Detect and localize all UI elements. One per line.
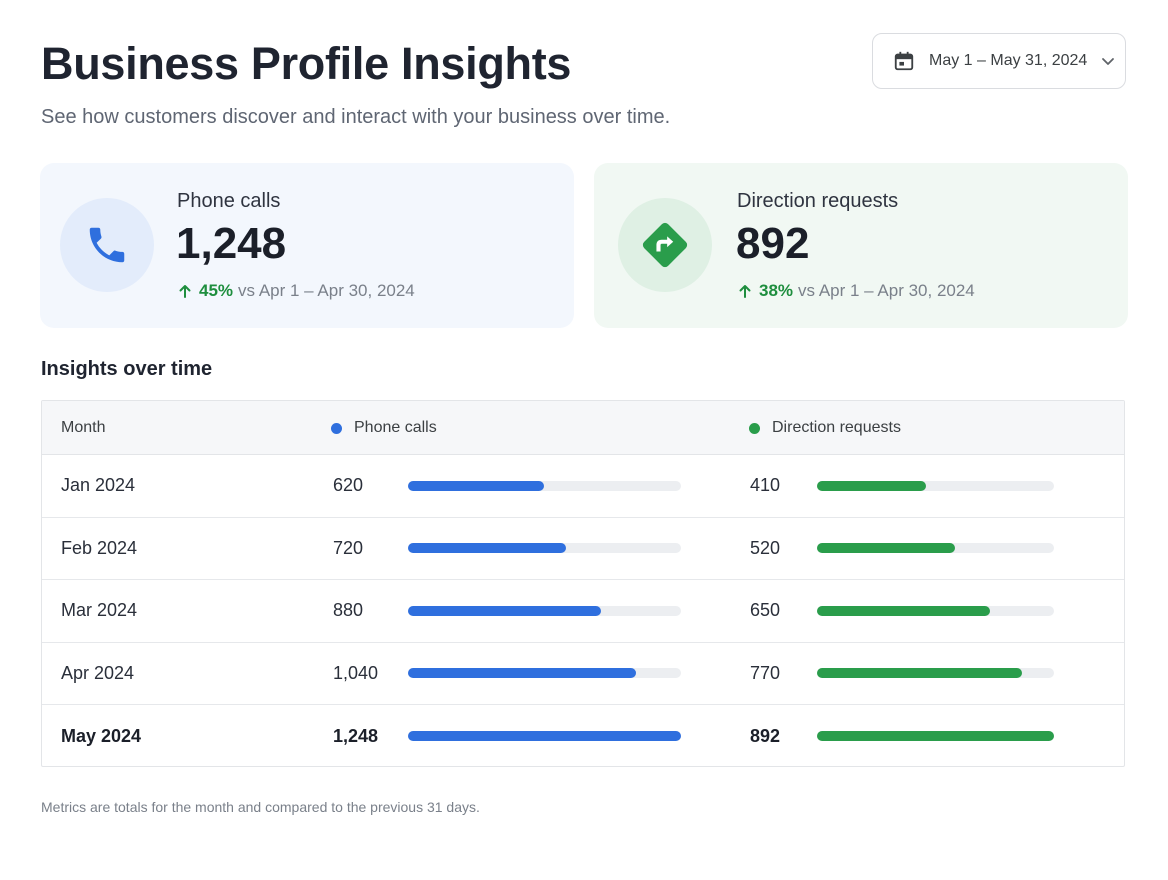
phone-calls-bar-track — [408, 543, 681, 554]
phone-calls-change-text: vs Apr 1 – Apr 30, 2024 — [238, 281, 415, 300]
direction-requests-cell: 770 — [750, 662, 781, 683]
direction-requests-label: Direction requests — [737, 190, 899, 212]
month-cell: Feb 2024 — [61, 537, 138, 558]
direction-requests-bar-track — [817, 668, 1054, 679]
direction-requests-card: Direction requests 892 38% vs Apr 1 – Ap… — [594, 163, 1128, 328]
phone-calls-card: Phone calls 1,248 45% vs Apr 1 – Apr 30,… — [40, 163, 574, 328]
column-header-month: Month — [61, 419, 106, 436]
phone-calls-bar — [408, 668, 636, 679]
table-row: May 2024 1,248 892 — [42, 705, 1124, 766]
direction-requests-bar-track — [817, 480, 1054, 491]
direction-requests-bar-track — [817, 543, 1054, 554]
month-cell: May 2024 — [61, 725, 142, 746]
month-cell: Apr 2024 — [61, 662, 135, 683]
direction-requests-change-pct: 38% — [759, 281, 794, 300]
insights-table: Month Phone calls Direction requests Jan… — [41, 400, 1125, 767]
phone-calls-change: 45% vs Apr 1 – Apr 30, 2024 — [177, 281, 415, 301]
direction-requests-bar — [817, 731, 1054, 742]
table-body: Jan 2024 620 410 Feb 2024 720 520 Mar 2024 880 6… — [42, 455, 1124, 766]
phone-calls-bar-track — [408, 605, 681, 616]
column-header-phone-calls: Phone calls — [331, 419, 437, 437]
phone-legend-dot — [331, 422, 342, 434]
phone-calls-cell: 880 — [333, 600, 364, 621]
directions-icon — [639, 219, 691, 271]
chevron-down-icon — [1101, 54, 1115, 68]
arrow-up-icon — [737, 283, 753, 299]
date-range-label: May 1 – May 31, 2024 — [929, 52, 1088, 69]
table-row: Mar 2024 880 650 — [42, 580, 1124, 643]
table-header: Month Phone calls Direction requests — [42, 401, 1124, 455]
directions-icon-circle — [618, 198, 712, 292]
phone-calls-bar — [408, 543, 566, 554]
section-title: Insights over time — [41, 358, 213, 380]
direction-requests-cell: 892 — [750, 725, 781, 746]
phone-calls-bar — [408, 480, 544, 491]
direction-requests-bar — [817, 668, 1022, 679]
direction-requests-change: 38% vs Apr 1 – Apr 30, 2024 — [737, 281, 975, 301]
direction-requests-cell: 520 — [750, 537, 781, 558]
direction-requests-bar — [817, 480, 926, 491]
column-header-direction-requests-label: Direction requests — [772, 419, 901, 436]
phone-calls-cell: 1,248 — [333, 725, 379, 746]
page-subtitle: See how customers discover and interact … — [41, 106, 671, 128]
direction-requests-bar — [817, 605, 990, 616]
phone-calls-cell: 620 — [333, 475, 364, 496]
phone-calls-change-pct: 45% — [199, 281, 234, 300]
table-row: Apr 2024 1,040 770 — [42, 643, 1124, 705]
phone-calls-bar — [408, 605, 601, 616]
column-header-phone-calls-label: Phone calls — [354, 419, 437, 436]
phone-calls-bar-track — [408, 731, 681, 742]
directions-legend-dot — [749, 422, 760, 434]
month-cell: Mar 2024 — [61, 600, 138, 621]
table-row: Jan 2024 620 410 — [42, 455, 1124, 518]
direction-requests-cell: 410 — [750, 475, 781, 496]
phone-calls-bar-track — [408, 480, 681, 491]
phone-calls-cell: 720 — [333, 537, 364, 558]
phone-calls-value: 1,248 — [176, 219, 287, 268]
direction-requests-value: 892 — [736, 219, 810, 268]
phone-calls-label: Phone calls — [177, 190, 281, 212]
direction-requests-bar-track — [817, 731, 1054, 742]
direction-requests-bar-track — [817, 605, 1054, 616]
phone-calls-bar — [408, 731, 681, 742]
date-range-picker[interactable]: May 1 – May 31, 2024 — [872, 33, 1126, 89]
phone-calls-bar-track — [408, 668, 681, 679]
direction-requests-change-text: vs Apr 1 – Apr 30, 2024 — [798, 281, 975, 300]
footnote: Metrics are totals for the month and com… — [41, 799, 480, 815]
arrow-up-icon — [177, 283, 193, 299]
table-row: Feb 2024 720 520 — [42, 518, 1124, 580]
phone-calls-cell: 1,040 — [333, 662, 379, 683]
direction-requests-bar — [817, 543, 956, 554]
column-header-direction-requests: Direction requests — [749, 419, 901, 437]
phone-icon-circle — [60, 198, 154, 292]
page-title: Business Profile Insights — [41, 38, 572, 89]
phone-icon — [84, 222, 130, 268]
direction-requests-cell: 650 — [750, 600, 781, 621]
month-cell: Jan 2024 — [61, 475, 136, 496]
calendar-icon — [893, 50, 915, 72]
